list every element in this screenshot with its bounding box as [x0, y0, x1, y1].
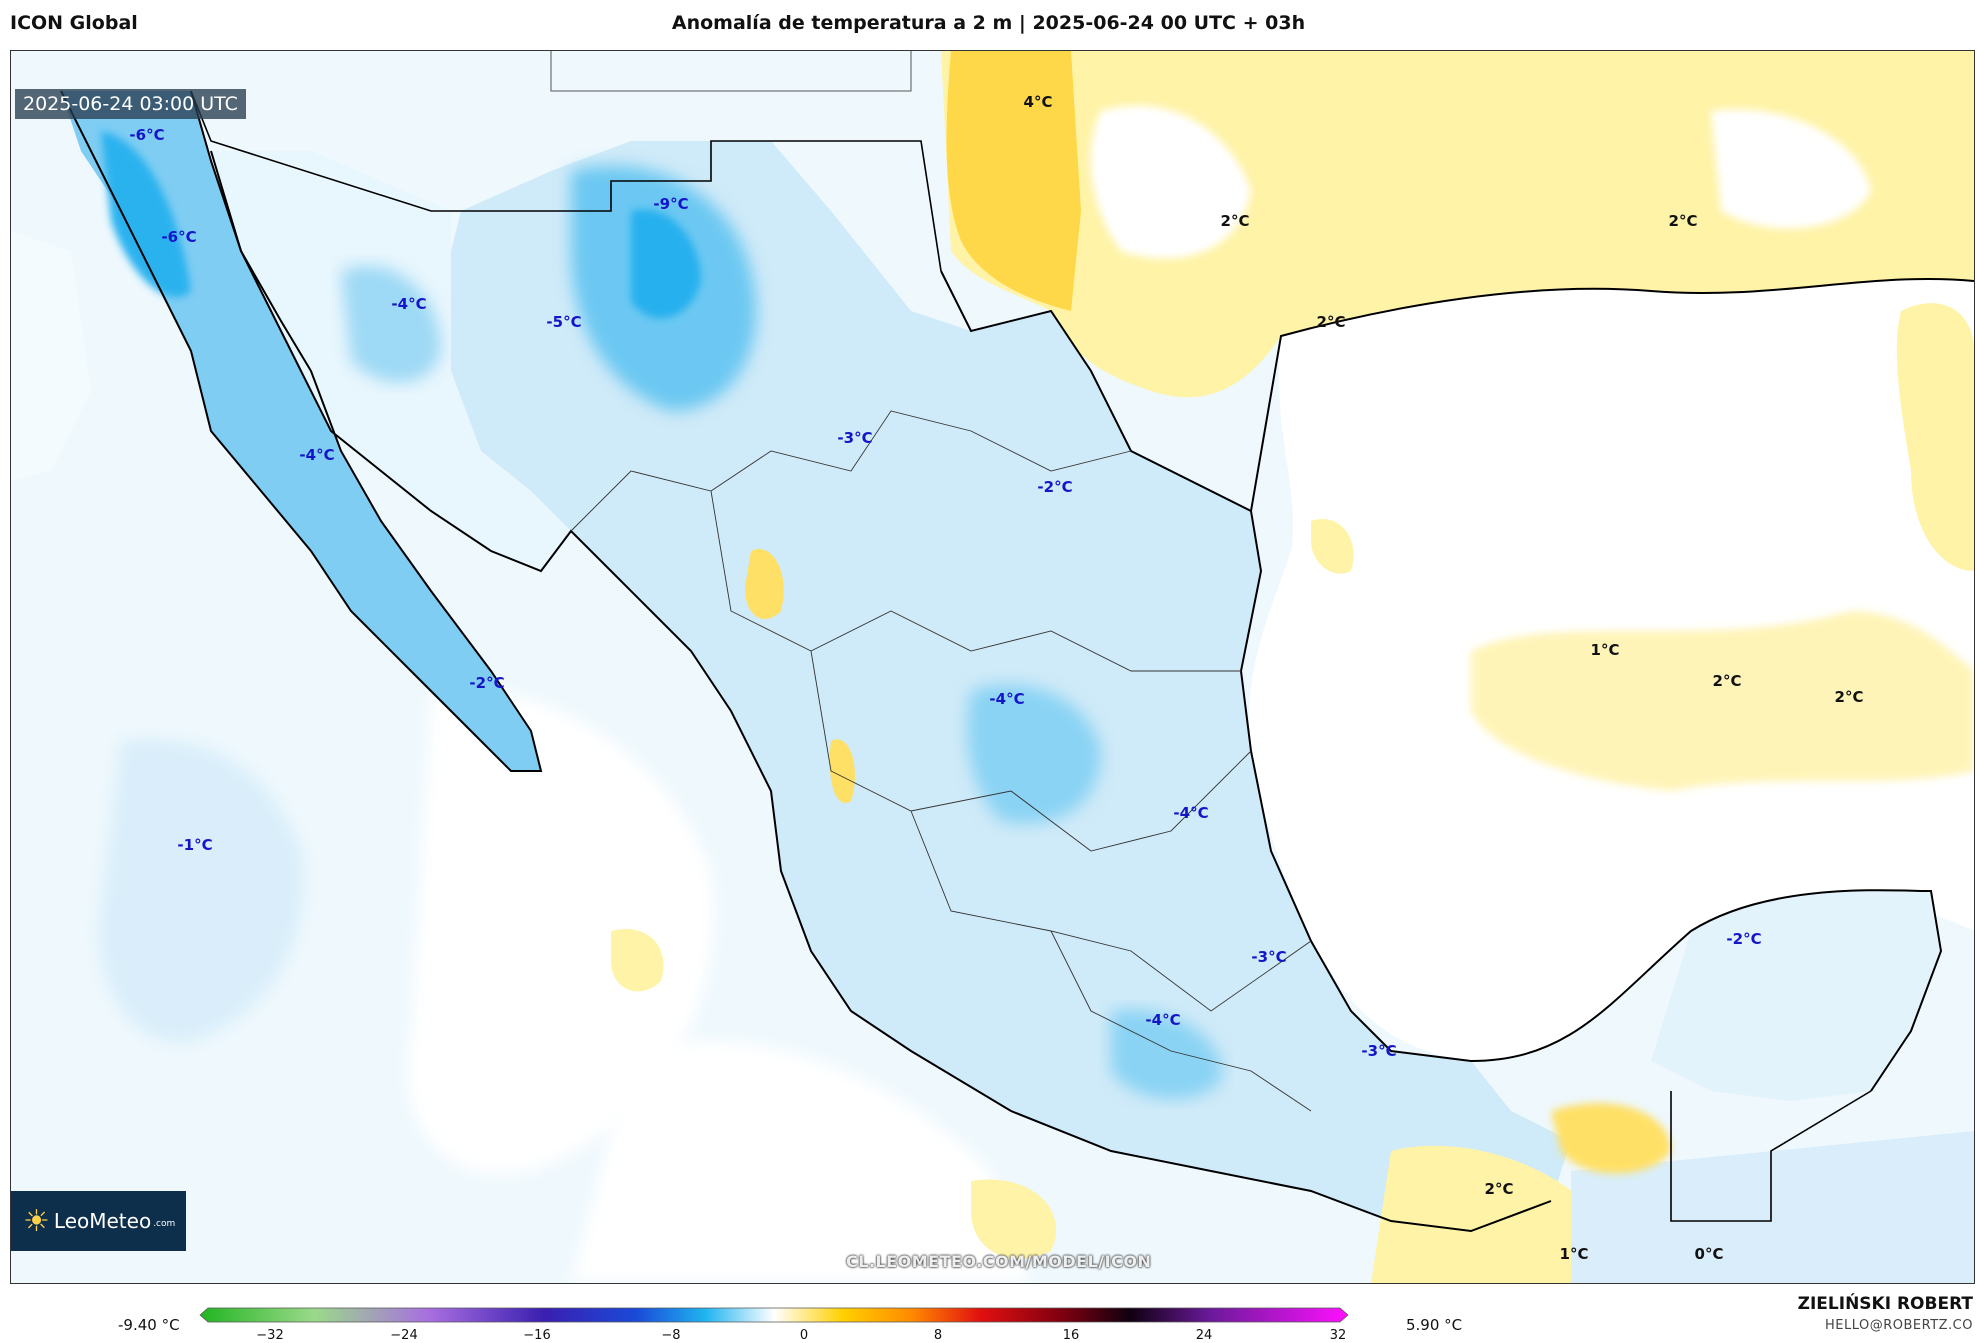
colorbar-tick: 32 — [1329, 1328, 1347, 1343]
baja-cold-core — [101, 131, 191, 298]
colorbar-tick: 0 — [799, 1328, 809, 1343]
south-cold-core — [1111, 1009, 1223, 1100]
gulf-coastline-north — [940, 270, 1974, 513]
anomaly-label: -4°C — [391, 295, 427, 313]
chihuahua-coldest — [631, 209, 701, 319]
colorbar-tick: −8 — [661, 1328, 681, 1343]
sierra-warm-spot — [745, 549, 784, 620]
anomaly-label: -4°C — [989, 690, 1025, 708]
baja-coastline — [60, 90, 543, 772]
yucatan-peninsula — [1651, 890, 1941, 1101]
gulf-coastline-south — [1239, 510, 1943, 1092]
colorbar-tick: 16 — [1062, 1328, 1080, 1343]
guatemala-warm-spot — [1551, 1103, 1671, 1174]
pacific-edge — [11, 231, 91, 481]
central-america-warm — [1371, 1145, 1611, 1283]
anomaly-label: 1°C — [1559, 1245, 1589, 1263]
map-canvas — [11, 51, 1974, 1283]
usa-white-patch — [1090, 105, 1251, 259]
anomaly-label: 2°C — [1834, 688, 1864, 706]
texas-hot-spot — [946, 51, 1081, 311]
pacific-coastline — [210, 150, 1552, 1233]
logo-domain: .com — [153, 1219, 176, 1229]
anomaly-label: -4°C — [1145, 1011, 1181, 1029]
anomaly-label: -2°C — [469, 674, 505, 692]
usa-white-patch-2 — [1711, 109, 1871, 229]
colorbar-tick: −32 — [256, 1328, 284, 1343]
anomaly-label: 0°C — [1694, 1245, 1724, 1263]
pacific-patch — [99, 739, 303, 1042]
model-name: ICON Global — [10, 12, 138, 34]
pacific-warm-spot — [611, 929, 664, 992]
anomaly-label: -4°C — [299, 446, 335, 464]
temperature-anomaly-map[interactable]: 2025-06-24 03:00 UTC -6°C -6°C -4°C -5°C… — [10, 50, 1975, 1284]
us-state-border — [550, 51, 912, 92]
anomaly-label: -3°C — [837, 429, 873, 447]
source-url-watermark: CL.LEOMETEO.COM/MODEL/ICON — [846, 1252, 1152, 1271]
colorbar-tick: 8 — [933, 1328, 943, 1343]
anomaly-label: -6°C — [129, 126, 165, 144]
pacific-south-white — [571, 1040, 1031, 1283]
colorbar-min-value: -9.40 °C — [118, 1316, 180, 1334]
colorbar-tick: −16 — [523, 1328, 551, 1343]
anomaly-label: 2°C — [1316, 313, 1346, 331]
guatemala-border — [1670, 1090, 1872, 1222]
anomaly-label: -5°C — [546, 313, 582, 331]
anomaly-label: -3°C — [1361, 1042, 1397, 1060]
anomaly-label: 2°C — [1484, 1180, 1514, 1198]
anomaly-label: 2°C — [1668, 212, 1698, 230]
anomaly-label: 2°C — [1712, 672, 1742, 690]
florida-warm-band — [1896, 303, 1974, 571]
sierra-warm-spot-2 — [829, 739, 855, 803]
central-cold-core — [967, 684, 1101, 824]
author-name: ZIELIŃSKI ROBERT — [1797, 1294, 1973, 1314]
logo-brand: LeoMeteo — [53, 1209, 152, 1233]
anomaly-label: -6°C — [161, 228, 197, 246]
colorbar — [199, 1307, 1349, 1323]
anomaly-label: -4°C — [1173, 804, 1209, 822]
anomaly-label: 2°C — [1220, 212, 1250, 230]
author-email[interactable]: HELLO@ROBERTZ.CO — [1824, 1318, 1973, 1333]
anomaly-label: -2°C — [1037, 478, 1073, 496]
sonora-cool-patch — [341, 265, 441, 383]
anomaly-label: -3°C — [1251, 948, 1287, 966]
sun-icon: ☀ — [23, 1203, 50, 1239]
anomaly-label: -1°C — [177, 836, 213, 854]
mexico-state-borders — [570, 410, 1312, 1112]
pacific-warm-spot-2 — [971, 1179, 1057, 1259]
gulf-warm-spot — [1311, 519, 1354, 574]
colorbar-tick: 24 — [1195, 1328, 1213, 1343]
us-mexico-border — [190, 90, 942, 272]
anomaly-label: 4°C — [1023, 93, 1053, 111]
colorbar-max-value: 5.90 °C — [1406, 1316, 1463, 1334]
anomaly-label: -9°C — [653, 195, 689, 213]
anomaly-label: -2°C — [1726, 930, 1762, 948]
leometeo-logo[interactable]: ☀ LeoMeteo .com — [11, 1191, 186, 1251]
anomaly-label: 1°C — [1590, 641, 1620, 659]
gulf-warm-band — [1471, 611, 1974, 791]
valid-time-badge: 2025-06-24 03:00 UTC — [15, 89, 246, 119]
colorbar-tick: −24 — [390, 1328, 418, 1343]
map-title: Anomalía de temperatura a 2 m | 2025-06-… — [671, 12, 1306, 34]
